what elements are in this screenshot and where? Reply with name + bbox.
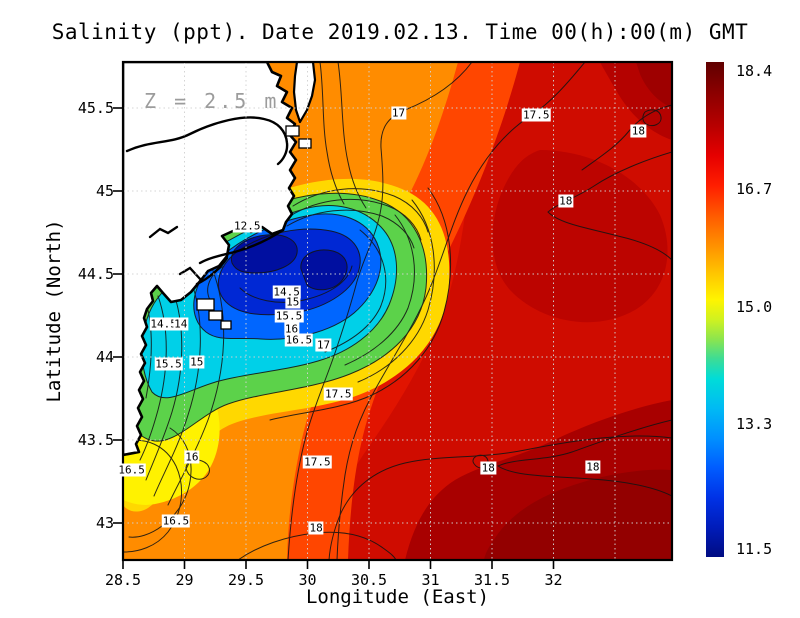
contour-label: 16 bbox=[283, 322, 300, 336]
contour-label: 18 bbox=[480, 461, 496, 475]
coast-strip bbox=[292, 62, 317, 124]
contour-label: 18 bbox=[558, 194, 574, 208]
contour-label: 16.5 bbox=[161, 514, 191, 528]
map-border bbox=[121, 60, 674, 562]
contour-label: 15.5 bbox=[154, 357, 183, 371]
y-tick-label: 44 bbox=[95, 348, 114, 366]
contour-label: 18 bbox=[585, 460, 601, 474]
x-tick-label: 29 bbox=[175, 571, 194, 589]
contour-label: 17 bbox=[315, 338, 332, 352]
colorbar bbox=[706, 62, 724, 557]
colorbar-tick-label: 13.3 bbox=[736, 415, 773, 434]
contour-label: 16.5 bbox=[284, 333, 314, 347]
x-tick-label: 30 bbox=[298, 571, 317, 589]
masked-cells bbox=[196, 125, 312, 330]
contour-label: 17.5 bbox=[303, 455, 332, 469]
colorbar-tick-label: 18.4 bbox=[736, 62, 773, 80]
y-tick-label: 43.5 bbox=[77, 431, 114, 449]
colorbar-tick-label: 16.7 bbox=[736, 179, 773, 198]
grid-lines bbox=[123, 62, 672, 560]
colorbar-tick-label: 15.0 bbox=[736, 297, 773, 316]
coastline-land bbox=[123, 62, 317, 457]
depth-annotation: Z = 2.5 m bbox=[144, 89, 280, 113]
contour-label: 17.5 bbox=[522, 108, 551, 122]
x-tick-label: 31 bbox=[421, 571, 440, 589]
y-tick-label: 45.5 bbox=[77, 99, 114, 117]
axis-ticks bbox=[113, 107, 555, 569]
y-tick-label: 43 bbox=[95, 514, 114, 532]
contour-label: 14 bbox=[173, 317, 189, 331]
plot-title: Salinity (ppt). Date 2019.02.13. Time 00… bbox=[51, 20, 749, 44]
contour-label: 18 bbox=[308, 521, 324, 535]
contour-label: 17.5 bbox=[324, 387, 353, 401]
contour-label: 18 bbox=[630, 124, 646, 138]
x-tick-label: 32 bbox=[544, 571, 563, 589]
lagoon-delta-lines bbox=[125, 116, 289, 286]
colorbar-tick-label: 11.5 bbox=[736, 540, 773, 559]
contour-label: 16 bbox=[184, 450, 200, 464]
contour-label: 15.5 bbox=[274, 309, 304, 322]
contour-label: 14.5 bbox=[272, 285, 301, 299]
contour-label: 12.5 bbox=[232, 219, 262, 233]
y-tick-label: 44.5 bbox=[77, 265, 114, 283]
contour-label: 17 bbox=[390, 106, 407, 120]
x-tick-label: 30.5 bbox=[350, 571, 388, 589]
y-axis-label: Latitude (North) bbox=[43, 219, 65, 403]
contour-label: 15 bbox=[189, 355, 205, 369]
x-axis-label: Longitude (East) bbox=[305, 586, 490, 608]
x-tick-label: 28.5 bbox=[104, 571, 142, 589]
x-tick-label: 29.5 bbox=[227, 571, 265, 589]
contour-label: 14.5 bbox=[149, 317, 178, 331]
contour-label: 15 bbox=[285, 295, 301, 309]
salinity-field bbox=[123, 62, 672, 560]
x-tick-label: 31.5 bbox=[473, 571, 511, 589]
y-tick-label: 45 bbox=[95, 182, 114, 200]
contour-label: 16.5 bbox=[117, 463, 146, 477]
